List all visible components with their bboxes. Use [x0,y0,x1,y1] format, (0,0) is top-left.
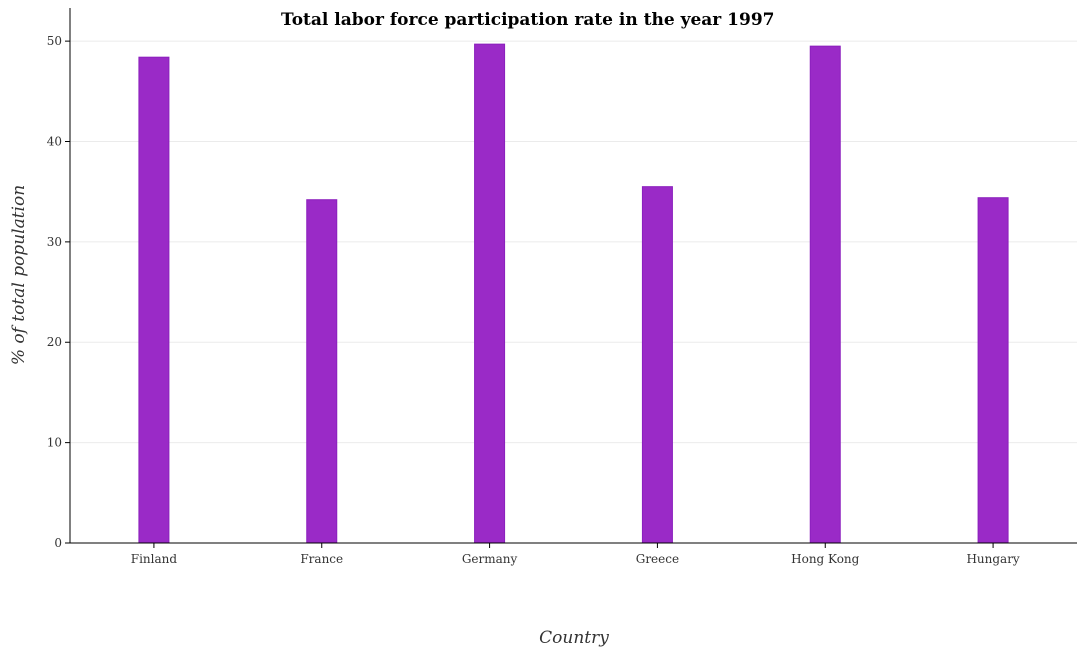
bar-hungary [977,197,1009,544]
y-tick-label: 10 [47,436,62,450]
y-tick-label: 50 [47,34,62,48]
axes [69,8,1077,544]
bar-greece [641,186,673,544]
bar-finland [138,56,170,544]
bar-hong-kong [809,45,841,544]
bars [138,43,1009,544]
y-tick-label: 30 [47,235,62,249]
x-tick-label: France [300,552,343,566]
chart-title: Total labor force participation rate in … [281,10,775,30]
y-tick-label: 40 [47,134,62,148]
y-axis-label: % of total population [9,185,29,365]
bar-germany [474,43,506,544]
x-tick-label: Finland [131,552,178,566]
bar-france [306,199,338,544]
x-tick-label: Greece [636,552,679,566]
x-ticks: Finland France Germany Greece Hong Kong Hunga… [131,543,1020,566]
y-tick-label: 20 [47,335,62,349]
x-tick-label: Hungary [966,552,1019,566]
x-tick-label: Germany [462,552,518,566]
x-tick-label: Hong Kong [791,552,860,566]
x-axis-label: Country [539,628,609,648]
y-ticks: 0 10 20 30 40 50 [47,34,70,550]
y-tick-label: 0 [54,536,62,550]
